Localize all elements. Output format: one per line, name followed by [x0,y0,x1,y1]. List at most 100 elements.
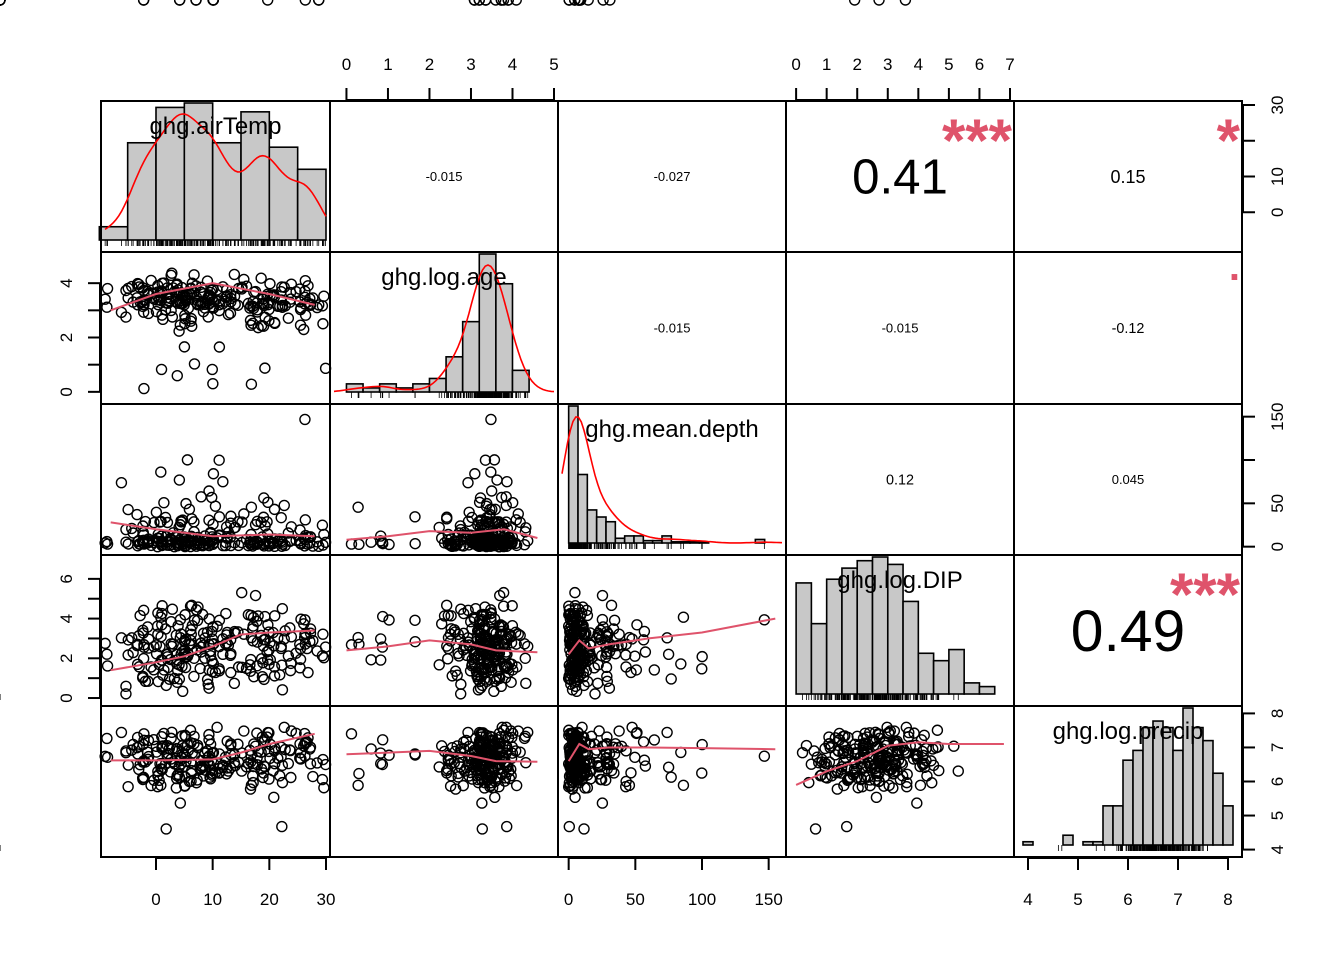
scatter-point [638,754,651,766]
scatter-point [171,742,183,755]
scatter-point [629,650,641,662]
panel-4-3 [0,0,1015,858]
scatter-point [595,773,608,786]
tick-label: 6 [57,574,76,583]
scatter-point [566,615,579,628]
scatter-point [188,670,200,683]
histogram-bar [445,356,464,393]
scatter-point [126,280,138,293]
scatter-point [221,762,233,774]
scatter-point [278,721,290,734]
scatter-point [481,652,493,665]
tick-label: 4 [1268,845,1287,854]
tick-label: 8 [1268,709,1287,718]
histogram-bar [917,652,935,695]
scatter-point [199,764,211,776]
scatter-point [474,492,487,504]
scatter-point [496,721,508,734]
scatter-point [476,823,488,835]
tick-label: 0 [564,890,573,909]
scatter-point [572,670,584,683]
tick-label: 6 [975,55,984,74]
scatter-point [572,727,585,739]
scatter-point [268,670,281,682]
scatter-point [376,610,389,623]
scatter-point [213,454,225,466]
scatter-point [245,319,257,331]
variable-label: ghg.log.precip [1053,718,1204,745]
scatter-point [921,770,933,782]
scatter-point [840,820,853,833]
scatter-point [917,749,929,762]
scatter-point [457,540,470,552]
scatter-point [311,757,323,769]
scatter-point [204,290,217,302]
scatter-point [468,0,481,6]
histogram-bar [1082,840,1094,846]
scatter-point [661,632,673,644]
histogram-bar [1112,805,1124,846]
scatter-point [870,791,883,804]
panel-4-1 [329,0,559,858]
scatter-point [916,745,929,758]
tick-label: 8 [1223,890,1232,909]
scatter-point [485,466,497,478]
scatter-point [188,614,201,626]
scatter-point [818,756,831,769]
scatter-point [316,300,329,312]
scatter-point [258,634,270,646]
scatter-point [605,599,618,612]
smoother-line [567,617,776,655]
scatter-point [302,666,314,679]
scatter-point [228,268,241,281]
histogram-bar [98,225,129,241]
scatter-point [177,685,189,698]
scatter-point [448,756,461,769]
tick-label: 2 [852,55,861,74]
smoother-line [346,528,538,541]
panel-0-4: 0.15 * [1013,100,1243,253]
scatter-point [131,508,143,521]
scatter-point [520,756,532,769]
scatter-point [490,627,502,639]
scatter-point [170,772,183,785]
scatter-point [495,680,507,693]
histogram-bar [296,168,327,241]
scatter-point [120,745,132,757]
scatter-point [206,625,218,638]
scatter-point [803,776,815,789]
scatter-point [142,307,155,320]
scatter-point [409,748,421,760]
scatter-point [494,746,506,758]
scatter-point [278,499,290,512]
scatter-point [153,774,165,787]
scatter-point [487,637,499,649]
scatter-point [203,638,215,650]
histogram-bar [1172,749,1184,846]
scatter-point [895,756,907,769]
scatter-point [458,765,471,777]
scatter-point [251,535,263,548]
scatter-point [563,600,575,612]
scatter-point [580,604,593,617]
scatter-point [264,278,276,290]
scatter-point [585,765,597,777]
scatter-point [873,0,885,6]
correlation-value: -0.12 [1112,321,1145,337]
scatter-point [188,358,201,370]
scatter-point [155,363,168,376]
scatter-point [896,758,909,770]
scatter-point [509,626,522,639]
scatter-point [864,779,876,792]
tick-label: 1 [822,55,831,74]
scatter-point [510,779,523,792]
scatter-point [225,296,237,308]
scatter-point [290,647,302,659]
scatter-point [318,782,330,794]
scatter-point [178,635,191,648]
scatter-point [476,613,488,626]
scatter-point [276,684,289,696]
scatter-point [665,771,677,783]
scatter-point [236,586,248,599]
scatter-point [480,500,493,512]
